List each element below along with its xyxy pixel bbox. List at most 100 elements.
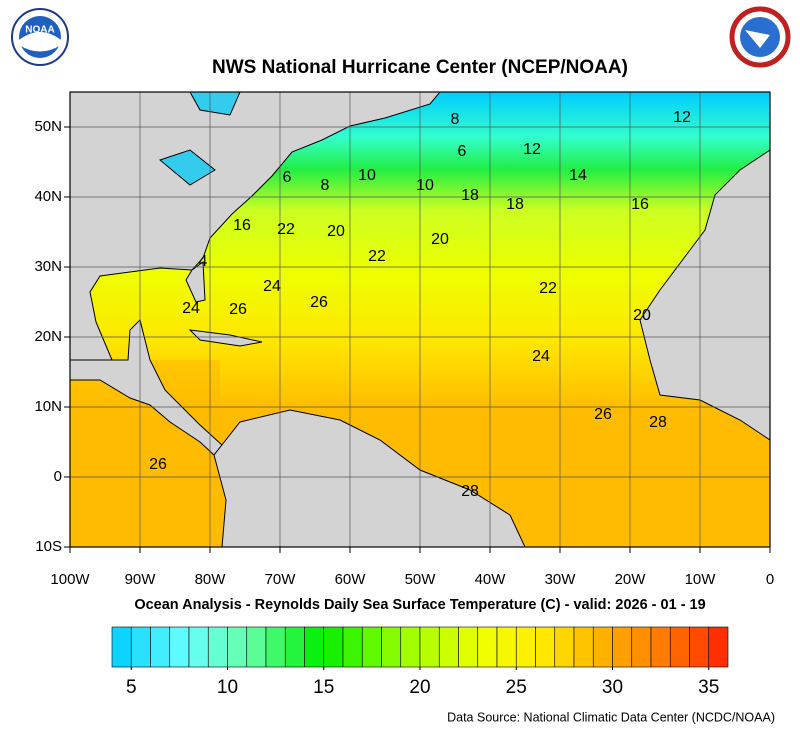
y-tick-label: 0 — [54, 468, 62, 485]
contour-label: 26 — [229, 301, 247, 318]
colorbar-cell — [400, 626, 421, 668]
contour-label: 20 — [633, 307, 651, 324]
x-tick-label: 40W — [475, 571, 507, 588]
contour-label: 28 — [649, 414, 667, 431]
colorbar-cell — [265, 626, 286, 668]
y-tick-label: 50N — [34, 118, 62, 135]
colorbar-cell — [130, 626, 151, 668]
colorbar-cell — [496, 626, 517, 668]
x-tick-label: 50W — [405, 571, 437, 588]
colorbar-cell — [535, 626, 556, 668]
contour-label: 22 — [368, 248, 386, 265]
x-tick-label: 100W — [50, 571, 90, 588]
x-tick-label: 90W — [125, 571, 157, 588]
colorbar-cell — [612, 626, 633, 668]
contour-label: 26 — [149, 456, 167, 473]
colorbar-cell — [381, 626, 402, 668]
colorbar-label: 5 — [126, 677, 137, 698]
x-tick-label: 80W — [195, 571, 227, 588]
y-tick-label: 30N — [34, 258, 62, 275]
colorbar-cell — [284, 626, 305, 668]
contour-label: 4 — [199, 253, 208, 270]
contour-label: 24 — [182, 300, 200, 317]
contour-label: 10 — [416, 177, 434, 194]
colorbar-cell — [304, 626, 325, 668]
contour-label: 8 — [321, 177, 330, 194]
contour-label: 22 — [539, 280, 557, 297]
contour-label: 28 — [461, 483, 479, 500]
contour-label: 8 — [451, 111, 460, 128]
contour-label: 12 — [673, 109, 691, 126]
colorbar-cell — [150, 626, 171, 668]
colorbar-cell — [246, 626, 267, 668]
contour-label: 18 — [506, 196, 524, 213]
contour-label: 18 — [461, 187, 479, 204]
contour-label: 6 — [458, 143, 467, 160]
colorbar-cell — [515, 626, 536, 668]
contour-label: 22 — [277, 221, 295, 238]
colorbar-label: 20 — [409, 677, 430, 698]
colorbar-cell — [438, 626, 459, 668]
colorbar-cell — [419, 626, 440, 668]
x-tick-label: 0 — [766, 571, 774, 588]
contour-label: 24 — [532, 348, 550, 365]
colorbar-cell — [188, 626, 209, 668]
y-tick-label: 10S — [35, 538, 62, 555]
colorbar-cell — [631, 626, 652, 668]
colorbar-cell — [227, 626, 248, 668]
graticule — [70, 92, 770, 547]
contour-label: 26 — [594, 406, 612, 423]
logo-text: NOAA — [25, 25, 54, 36]
contour-labels: 8 6 12 12 14 16 18 18 10 10 8 6 16 22 20 20 22 24 26 26 24 22… — [149, 109, 691, 500]
colorbar-label: 30 — [602, 677, 623, 698]
x-tick-label: 10W — [685, 571, 717, 588]
axis-ticks: 100W 90W 80W 70W 60W 50W 40W 30W 20W 10W 0 50N 40N 30… — [34, 118, 774, 588]
contour-label: 16 — [233, 217, 251, 234]
colorbar-cell — [458, 626, 479, 668]
nws-logo — [729, 6, 791, 68]
y-tick-label: 20N — [34, 328, 62, 345]
map: 8 6 12 12 14 16 18 18 10 10 8 6 16 22 20 20 22 24 26 26 24 22… — [70, 92, 770, 547]
colorbar-cell — [111, 626, 132, 668]
colorbar-label: 15 — [313, 677, 334, 698]
contour-label: 6 — [283, 169, 292, 186]
colorbar-label: 25 — [506, 677, 527, 698]
x-tick-label: 60W — [335, 571, 367, 588]
colorbar-cell — [477, 626, 498, 668]
colorbar-cell — [708, 626, 729, 668]
colorbar-cell — [323, 626, 344, 668]
colorbar-cell — [669, 626, 690, 668]
contour-label: 24 — [263, 278, 281, 295]
colorbar-cell — [361, 626, 382, 668]
caption: Ocean Analysis - Reynolds Daily Sea Surf… — [134, 597, 705, 613]
colorbar: 5 10 15 20 25 30 35 — [111, 626, 729, 698]
colorbar-cell — [169, 626, 190, 668]
contour-label: 20 — [327, 223, 345, 240]
y-tick-label: 40N — [34, 188, 62, 205]
x-tick-label: 30W — [545, 571, 577, 588]
x-tick-label: 20W — [615, 571, 647, 588]
noaa-logo: NOAA — [11, 8, 69, 66]
contour-label: 16 — [631, 196, 649, 213]
colorbar-cell — [689, 626, 710, 668]
colorbar-cell — [650, 626, 671, 668]
colorbar-cell — [554, 626, 575, 668]
colorbar-cell — [342, 626, 363, 668]
x-tick-label: 70W — [265, 571, 297, 588]
colorbar-cell — [592, 626, 613, 668]
colorbar-label: 35 — [698, 677, 719, 698]
y-tick-label: 10N — [34, 398, 62, 415]
contour-label: 10 — [358, 167, 376, 184]
contour-label: 26 — [310, 294, 328, 311]
title: NWS National Hurricane Center (NCEP/NOAA… — [212, 57, 628, 78]
contour-label: 20 — [431, 231, 449, 248]
colorbar-cell — [207, 626, 228, 668]
land — [70, 92, 770, 547]
colorbar-label: 10 — [217, 677, 238, 698]
colorbar-cell — [573, 626, 594, 668]
source: Data Source: National Climatic Data Cent… — [447, 710, 775, 724]
contour-label: 14 — [569, 167, 587, 184]
contour-label: 12 — [523, 141, 541, 158]
